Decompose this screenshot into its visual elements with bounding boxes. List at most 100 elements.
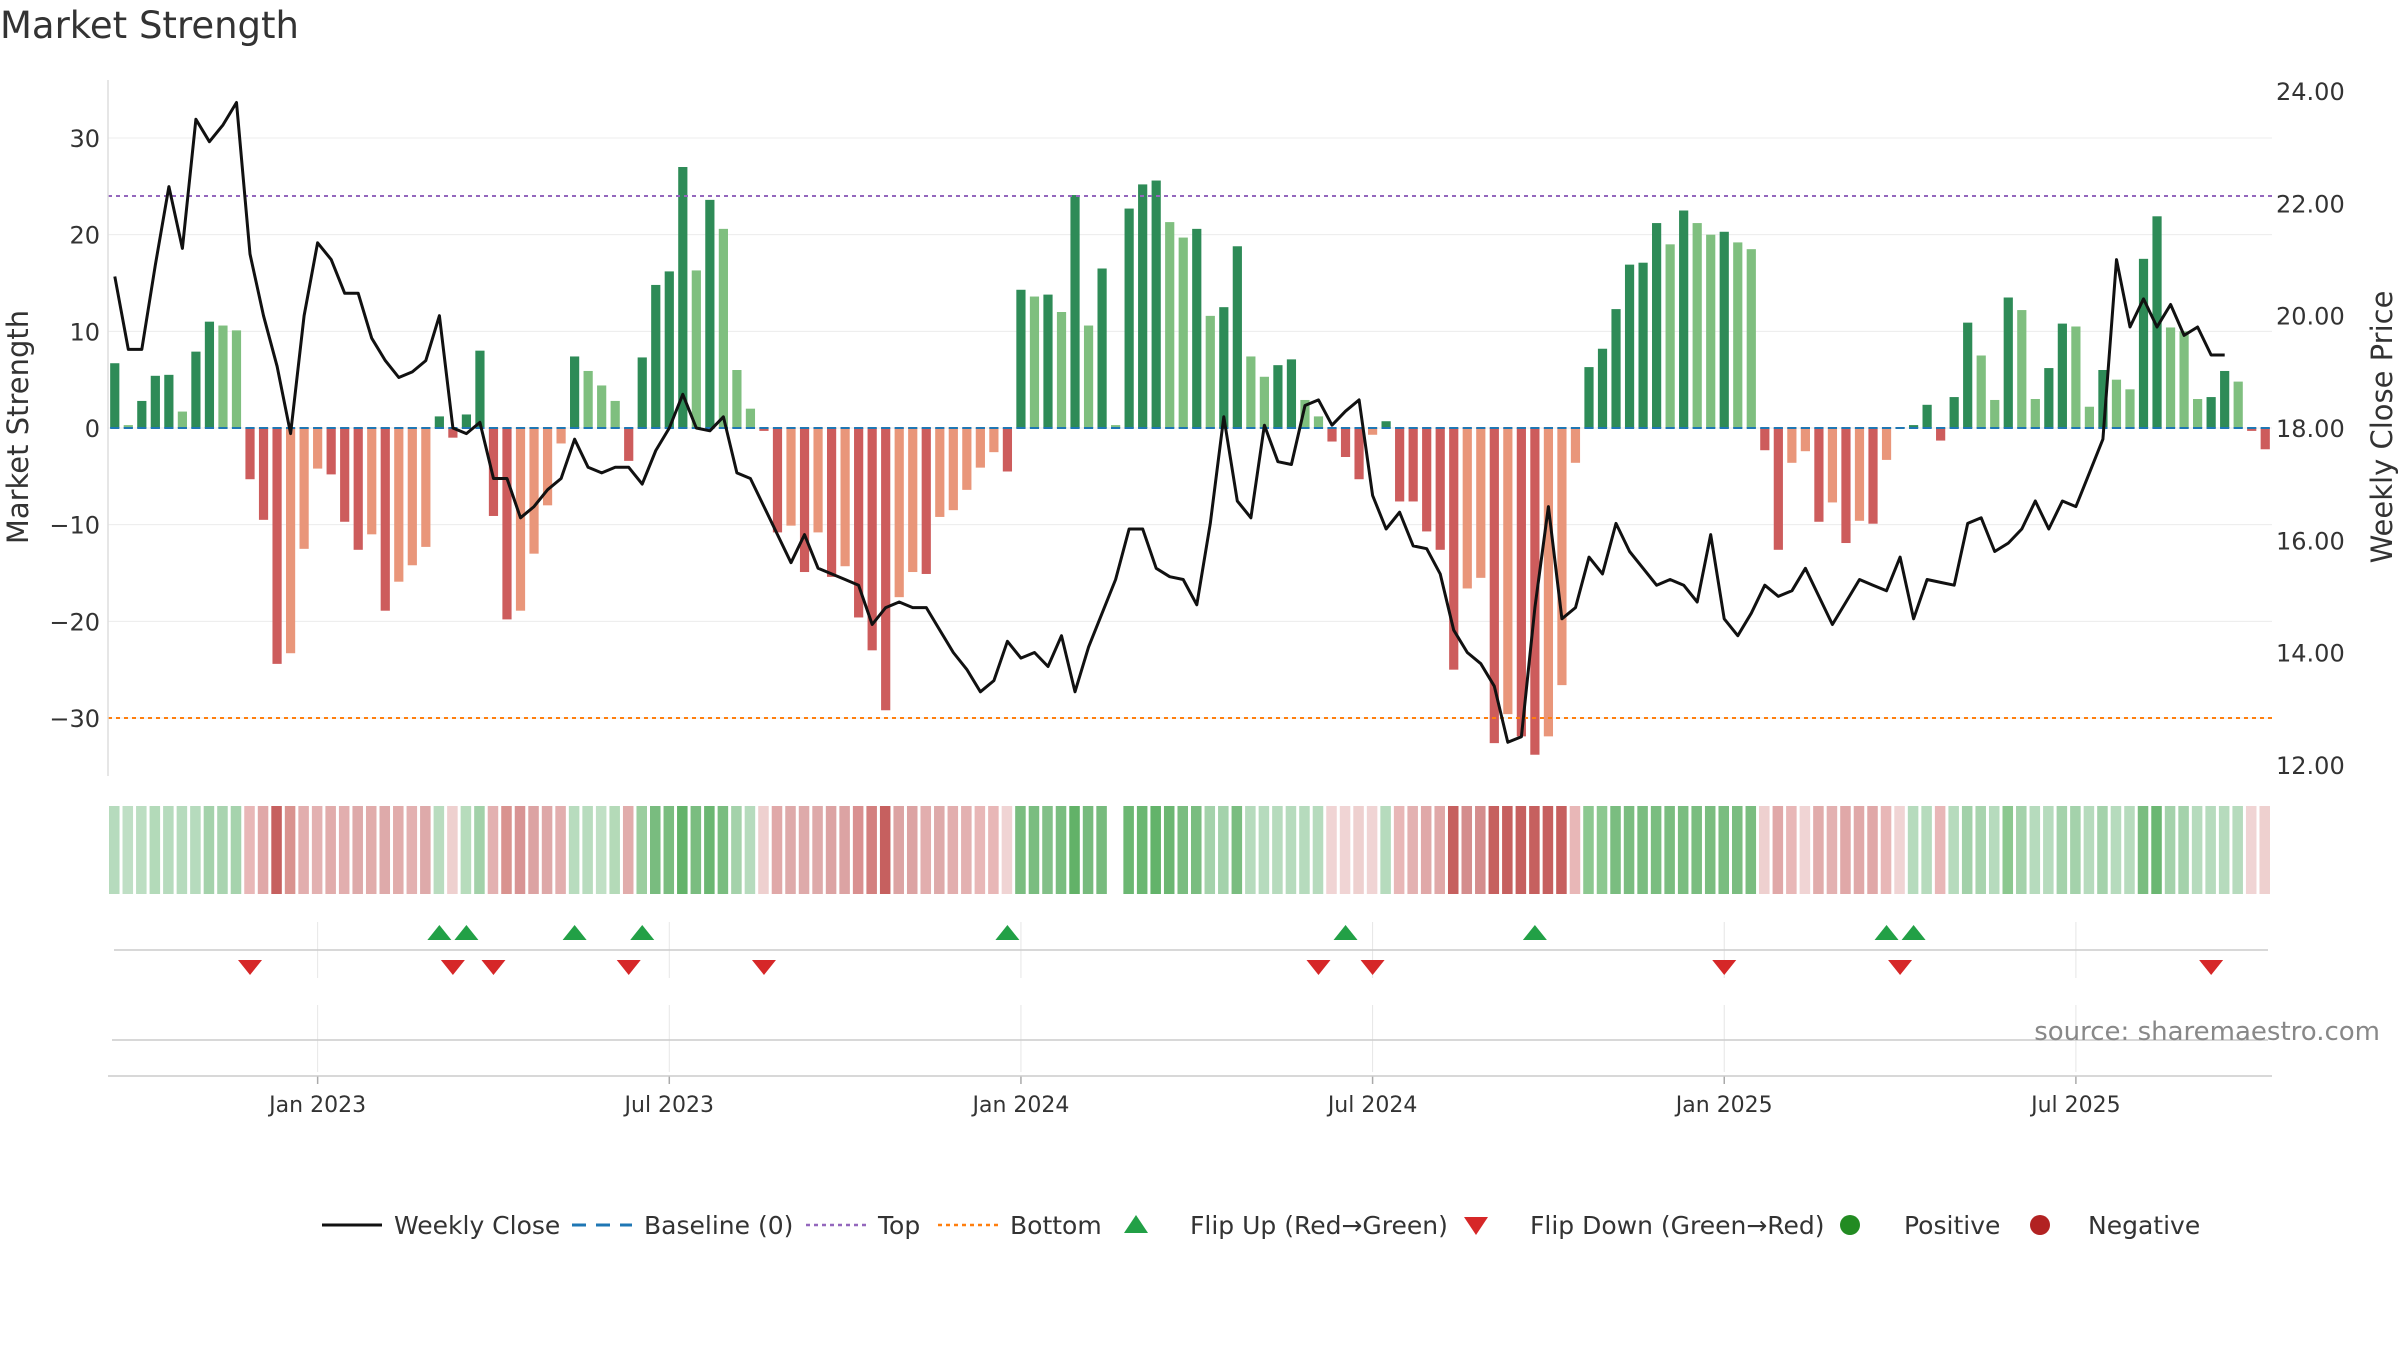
- strength-bar: [651, 284, 661, 428]
- strip-cell: [338, 806, 350, 894]
- strip-cell: [1664, 806, 1675, 894]
- strength-bar: [1286, 359, 1297, 428]
- strip-cell: [920, 806, 932, 894]
- flip-down-marker: [751, 960, 776, 975]
- x-tick-label: Jan 2023: [267, 1093, 366, 1118]
- strength-bar: [1557, 428, 1567, 686]
- strength-bar: [1624, 264, 1635, 428]
- strip-cell: [1880, 806, 1892, 894]
- strength-bar: [1449, 428, 1459, 670]
- weekly-close-series: [113, 101, 2225, 744]
- strength-bar: [1936, 428, 1946, 441]
- strength-bar: [908, 428, 918, 573]
- strength-bar: [367, 428, 377, 535]
- strip-cell: [379, 806, 391, 894]
- strength-bar: [137, 400, 147, 428]
- strength-bar: [1219, 307, 1229, 428]
- strength-bar: [1462, 428, 1472, 589]
- strip-cell: [1204, 806, 1216, 894]
- strip-cell: [1745, 806, 1757, 894]
- flip-down-marker: [1306, 960, 1331, 975]
- strip-cell: [541, 806, 553, 894]
- strip-cell: [636, 806, 647, 894]
- strip-cell: [1799, 806, 1811, 894]
- flip-up-marker: [454, 925, 479, 940]
- y-tick-label-left: −30: [49, 705, 100, 733]
- strip-cell: [460, 806, 472, 894]
- strip-cell: [1082, 806, 1094, 894]
- strength-bar: [1138, 184, 1148, 428]
- strip-cell: [988, 806, 999, 894]
- strip-cell: [1258, 806, 1270, 894]
- strip-cell: [1596, 806, 1608, 894]
- legend-label-negative: Negative: [2088, 1211, 2200, 1240]
- y-axis-label-right: Weekly Close Price: [2365, 291, 2399, 564]
- strip-cell: [731, 806, 742, 894]
- strength-bar: [1408, 428, 1418, 502]
- y-tick-label-right: 18.00: [2276, 415, 2345, 443]
- strip-cell: [1001, 806, 1013, 894]
- strength-bar: [394, 428, 404, 582]
- strip-cell: [1786, 806, 1797, 894]
- strength-bar: [1949, 397, 1959, 428]
- strength-bar: [1232, 246, 1242, 428]
- strength-bar: [1584, 367, 1594, 428]
- strip-cell: [1853, 806, 1865, 894]
- y-axis-label-left: Market Strength: [1, 310, 35, 544]
- strip-cell: [744, 806, 756, 894]
- flip-up-marker: [427, 925, 452, 940]
- flip-up-marker: [630, 925, 655, 940]
- strip-cell: [1461, 806, 1473, 894]
- strength-bar: [2111, 379, 2122, 428]
- strip-cell: [1961, 806, 1973, 894]
- strength-bar: [989, 428, 999, 453]
- strength-bar: [529, 428, 539, 554]
- strength-bar: [624, 428, 634, 461]
- strip-cell: [420, 806, 431, 894]
- strength-bar: [799, 428, 810, 573]
- strip-cell: [704, 806, 715, 894]
- strip-cell: [690, 806, 702, 894]
- strip-cell: [812, 806, 823, 894]
- legend-swatch-negative: [2030, 1215, 2050, 1235]
- strength-bar: [826, 428, 837, 577]
- strip-cell: [1691, 806, 1702, 894]
- strength-bar: [177, 411, 187, 428]
- strip-cell: [2205, 806, 2216, 894]
- flip-up-marker: [562, 925, 587, 940]
- strength-bar: [840, 428, 850, 567]
- y-tick-label-left: 20: [69, 222, 100, 250]
- strength-bar: [204, 321, 215, 428]
- strength-bar: [1746, 249, 1756, 428]
- strip-cell: [555, 806, 566, 894]
- strength-bar: [1800, 428, 1810, 452]
- strength-bar: [2125, 389, 2135, 428]
- strength-bar: [1652, 223, 1662, 428]
- strength-bar: [1922, 404, 1932, 428]
- strip-cell: [1096, 806, 1107, 894]
- strength-bars: [110, 167, 2270, 755]
- y-tick-label-left: −10: [49, 512, 100, 540]
- strip-cell: [2083, 806, 2095, 894]
- strength-bar: [2003, 297, 2013, 428]
- strip-cell: [230, 806, 242, 894]
- strength-bar: [1029, 296, 1040, 428]
- strength-bar: [678, 167, 688, 428]
- strength-bar: [1503, 428, 1513, 715]
- weekly-close-line: [113, 101, 2225, 744]
- strip-cell: [568, 806, 580, 894]
- strength-bar: [786, 428, 796, 526]
- y-tick-label-right: 20.00: [2276, 303, 2345, 331]
- strip-cell: [609, 806, 620, 894]
- strip-cell: [474, 806, 485, 894]
- strip-cell: [2124, 806, 2135, 894]
- strip-cell: [1556, 806, 1567, 894]
- strength-bar: [691, 270, 701, 428]
- strength-bar: [1354, 428, 1364, 480]
- strength-bar: [1760, 428, 1770, 451]
- strip-cell: [1840, 806, 1851, 894]
- strip-cell: [447, 806, 458, 894]
- strip-cell: [298, 806, 309, 894]
- x-tick-label: Jul 2025: [2029, 1093, 2121, 1118]
